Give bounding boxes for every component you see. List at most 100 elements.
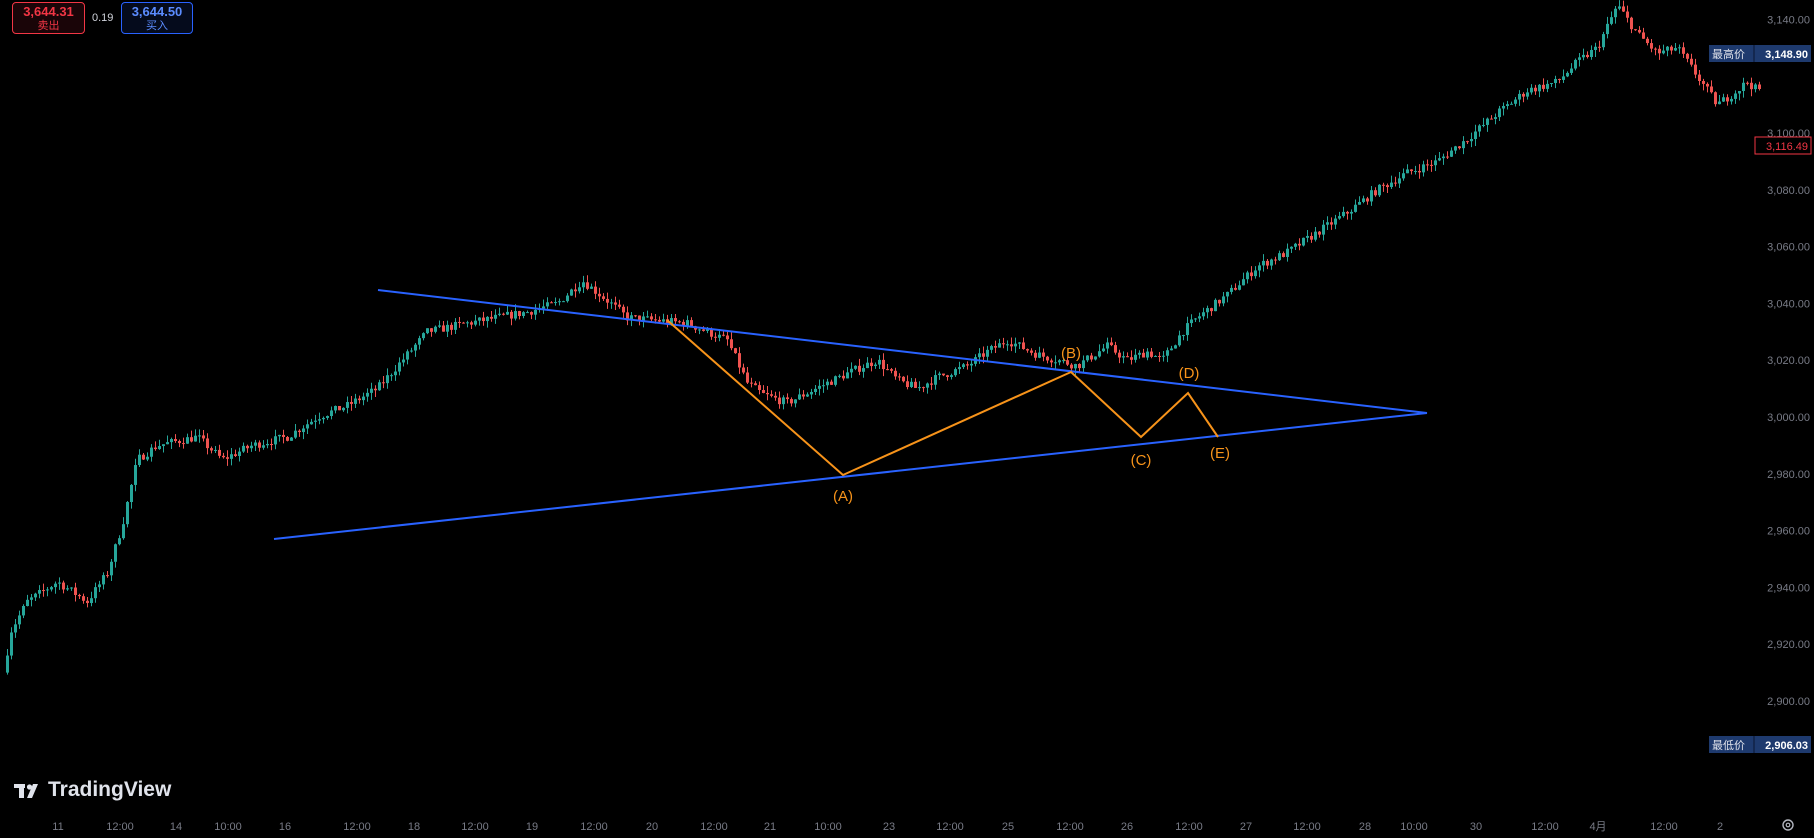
- candle-body: [566, 295, 569, 302]
- candle-body: [1090, 355, 1093, 360]
- price-tick-label: 3,040.00: [1767, 298, 1810, 310]
- candle-body: [1066, 360, 1069, 365]
- time-tick-label: 27: [1240, 821, 1252, 833]
- candle-body: [1670, 46, 1673, 51]
- candle-body: [858, 365, 861, 372]
- time-tick-label: 21: [764, 821, 776, 833]
- candle-body: [70, 587, 73, 589]
- candle-body: [766, 392, 769, 395]
- candle-body: [218, 449, 221, 456]
- candle-body: [754, 383, 757, 386]
- candle-body: [1214, 299, 1217, 312]
- candle-body: [1674, 48, 1677, 51]
- candle-body: [454, 321, 457, 330]
- price-tick-label: 2,980.00: [1767, 469, 1810, 481]
- candle-body: [338, 405, 341, 411]
- candle-body: [710, 328, 713, 337]
- time-tick-label: 14: [170, 821, 182, 833]
- candle-body: [522, 312, 525, 317]
- candle-body: [1734, 93, 1737, 99]
- time-tick-label: 10:00: [1400, 821, 1428, 833]
- high-price-badge: [1709, 45, 1811, 62]
- candle-body: [1466, 141, 1469, 143]
- triangle-upper-trendline[interactable]: [377, 289, 1428, 414]
- candle-body: [1298, 243, 1301, 246]
- candle-body: [154, 447, 157, 450]
- candle-body: [1382, 184, 1385, 186]
- candle-body: [938, 373, 941, 376]
- candle-body: [158, 446, 161, 450]
- candle-body: [190, 437, 193, 442]
- candle-body: [1178, 335, 1181, 346]
- candle-body: [1406, 169, 1409, 174]
- candle-body: [1422, 164, 1425, 173]
- candle-body: [1538, 84, 1541, 92]
- candle-body: [1714, 92, 1717, 105]
- candle-body: [922, 387, 925, 389]
- candle-body: [874, 364, 877, 367]
- candle-body: [1142, 352, 1145, 358]
- candle-body: [390, 375, 393, 377]
- candle-body: [1454, 146, 1457, 151]
- gear-icon[interactable]: [1781, 818, 1795, 832]
- candle-body: [1258, 265, 1261, 271]
- candle-body: [1718, 101, 1721, 105]
- candle-body: [902, 376, 905, 382]
- candle-body: [1658, 48, 1661, 54]
- candle-body: [1014, 343, 1017, 347]
- candle-body: [598, 293, 601, 297]
- time-tick-label: 4月: [1589, 821, 1606, 833]
- candle-body: [230, 454, 233, 459]
- candle-body: [702, 329, 705, 331]
- candle-body: [878, 359, 881, 365]
- time-tick-label: 12:00: [1056, 821, 1084, 833]
- price-tick-label: 3,000.00: [1767, 412, 1810, 424]
- candle-body: [1650, 43, 1653, 49]
- candle-body: [714, 336, 717, 338]
- sell-button[interactable]: 3,644.31 卖出: [12, 2, 85, 34]
- elliott-wave-path[interactable]: [666, 319, 1219, 477]
- triangle-lower-trendline[interactable]: [273, 412, 1428, 540]
- candle-body: [302, 428, 305, 433]
- candle-body: [394, 371, 397, 376]
- candle-body: [1110, 342, 1113, 346]
- candle-body: [1434, 160, 1437, 166]
- candle-body: [898, 376, 901, 378]
- brand-name: TradingView: [48, 778, 172, 801]
- candle-body: [1458, 146, 1461, 149]
- candle-body: [814, 388, 817, 392]
- candle-body: [1078, 363, 1081, 369]
- candle-body: [954, 369, 957, 376]
- candle-body: [422, 333, 425, 339]
- time-tick-label: 20: [646, 821, 658, 833]
- candle-body: [174, 439, 177, 442]
- candle-body: [1282, 253, 1285, 257]
- buy-button[interactable]: 3,644.50 买入: [121, 2, 193, 34]
- candle-body: [366, 392, 369, 397]
- candle-body: [1030, 350, 1033, 353]
- candle-body: [1222, 296, 1225, 304]
- candle-body: [886, 369, 889, 371]
- candle-body: [90, 598, 93, 604]
- candle-body: [846, 372, 849, 379]
- drawing-layer[interactable]: [273, 289, 1428, 540]
- wave-label: (C): [1131, 452, 1152, 469]
- candle-body: [1158, 355, 1161, 357]
- candle-body: [1630, 17, 1633, 30]
- candle-body: [346, 402, 349, 408]
- price-axis[interactable]: 3,160.003,140.003,100.003,080.003,060.00…: [1709, 0, 1812, 753]
- candle-body: [1054, 362, 1057, 364]
- time-axis[interactable]: 11 12:00 14 10:00 16 12:00 18 12:00 19 12:00 20 12:…: [52, 821, 1723, 833]
- candle-body: [1370, 190, 1373, 202]
- candle-body: [258, 442, 261, 448]
- candle-body: [330, 410, 333, 417]
- candle-body: [822, 385, 825, 387]
- candle-body: [630, 315, 633, 321]
- candle-body: [1362, 198, 1365, 202]
- time-tick-label: 23: [883, 821, 895, 833]
- time-tick-label: 11: [52, 821, 63, 833]
- candle-body: [698, 329, 701, 331]
- candle-body: [34, 593, 37, 598]
- candle-body: [170, 439, 173, 443]
